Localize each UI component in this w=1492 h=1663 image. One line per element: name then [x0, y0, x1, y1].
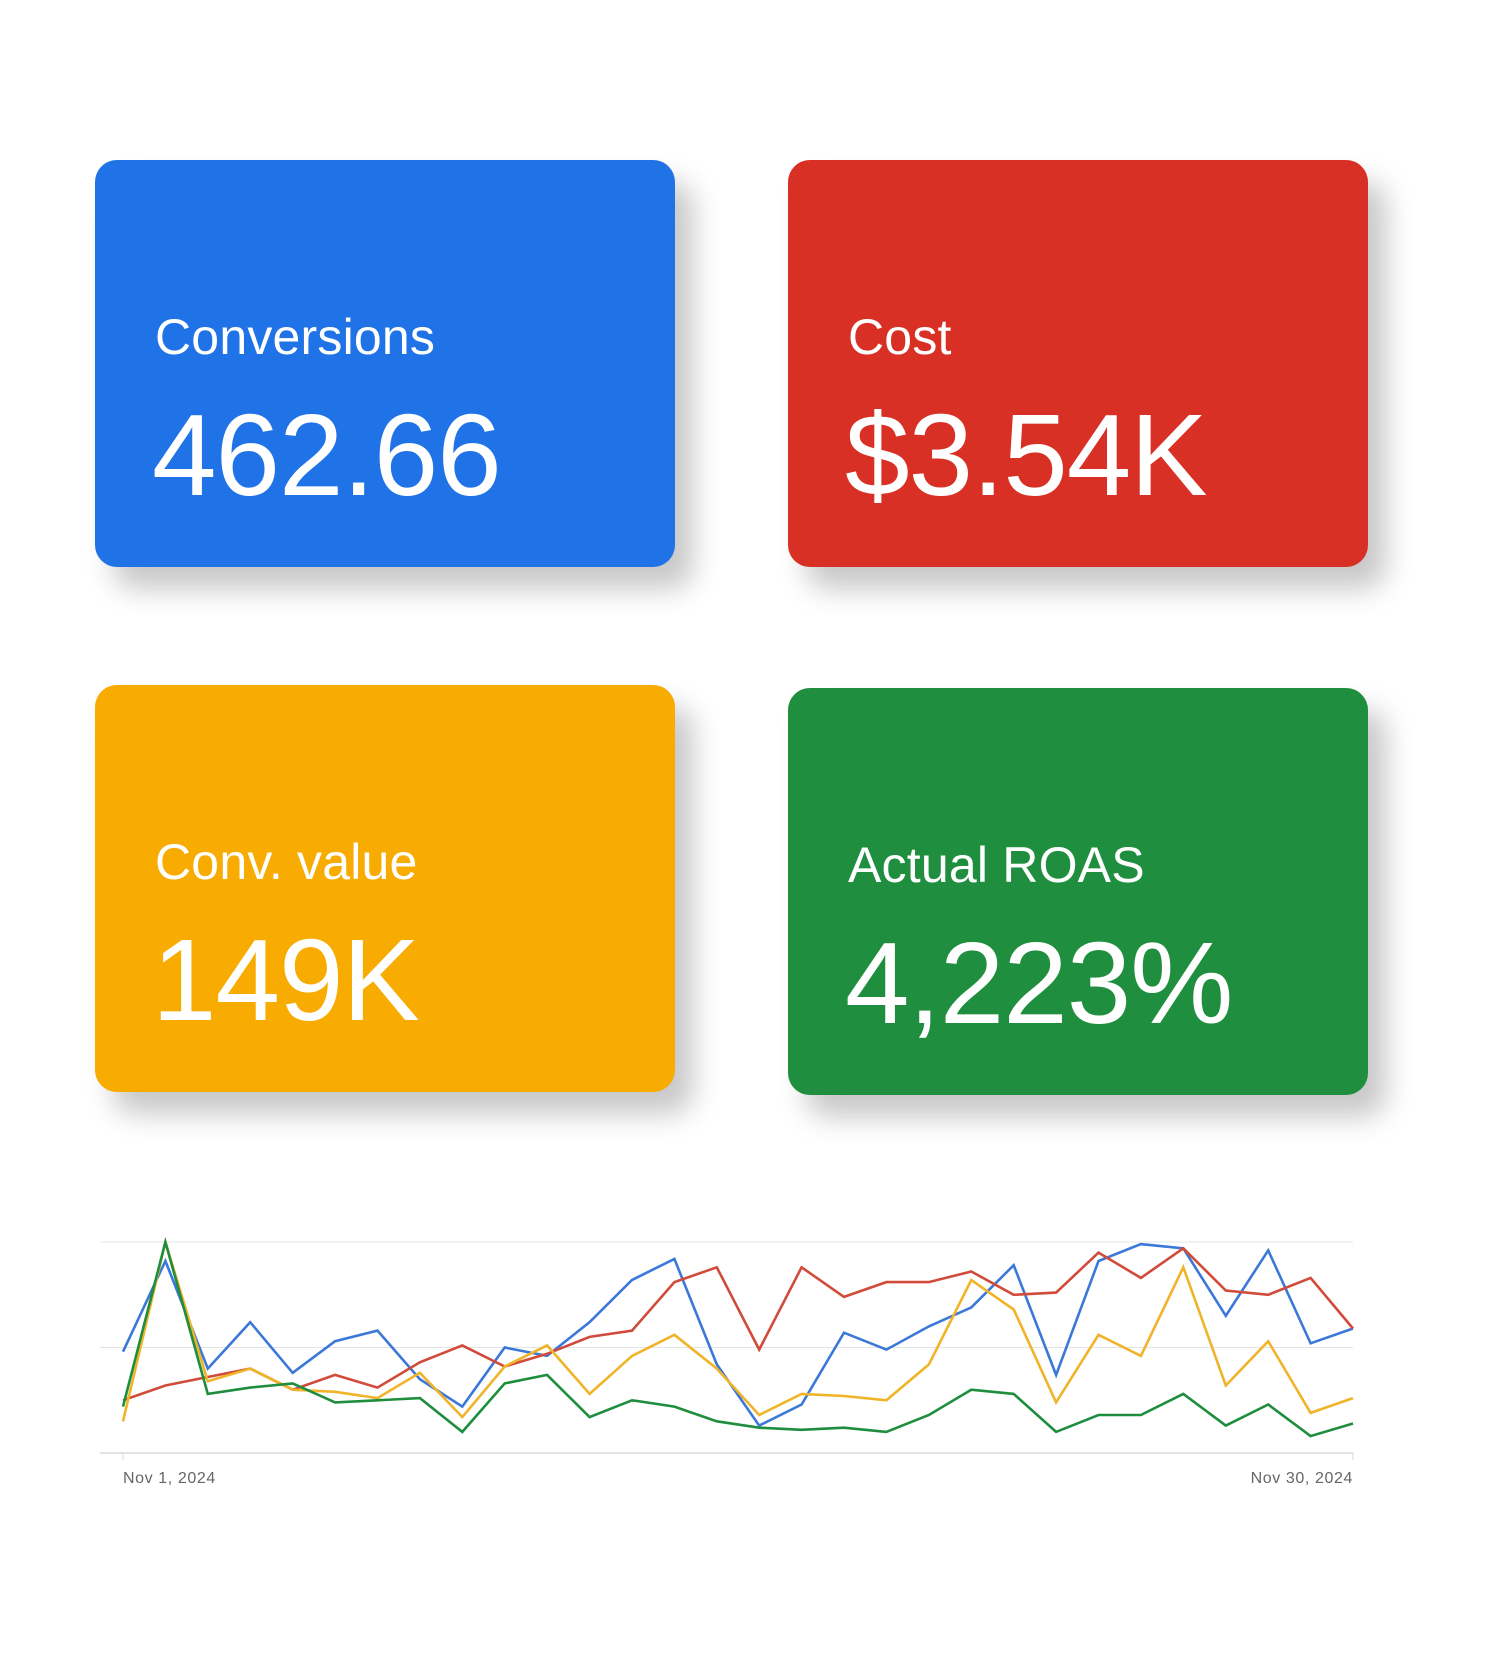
series-line-1[interactable]: [121, 1242, 1354, 1428]
x-axis-start-label: Nov 1, 2024: [123, 1470, 216, 1487]
roas-value: 4,223%: [845, 918, 1233, 1048]
roas-label: Actual ROAS: [848, 837, 1145, 893]
cost-label: Cost: [848, 309, 952, 365]
conv-value-scorecard[interactable]: Conv. value 149K: [95, 685, 675, 1092]
series-line-2[interactable]: [122, 1246, 1354, 1402]
conversions-scorecard[interactable]: Conversions 462.66: [95, 160, 675, 567]
cost-scorecard[interactable]: Cost $3.54K: [788, 160, 1368, 567]
series-line-3[interactable]: [121, 1237, 1354, 1422]
conversions-label: Conversions: [155, 309, 436, 365]
series-line-4[interactable]: [121, 1236, 1354, 1438]
roas-scorecard[interactable]: Actual ROAS 4,223%: [788, 688, 1368, 1095]
chart-series-group: [121, 1236, 1354, 1438]
conversions-value: 462.66: [152, 390, 502, 520]
x-axis-end-label: Nov 30, 2024: [1251, 1470, 1353, 1487]
chart-grid: [100, 1241, 1354, 1460]
conv-value-label: Conv. value: [155, 834, 418, 890]
timeseries-line-chart[interactable]: Nov 1, 2024 Nov 30, 2024: [100, 1230, 1360, 1510]
cost-value: $3.54K: [845, 390, 1208, 520]
conv-value-value: 149K: [152, 915, 420, 1045]
